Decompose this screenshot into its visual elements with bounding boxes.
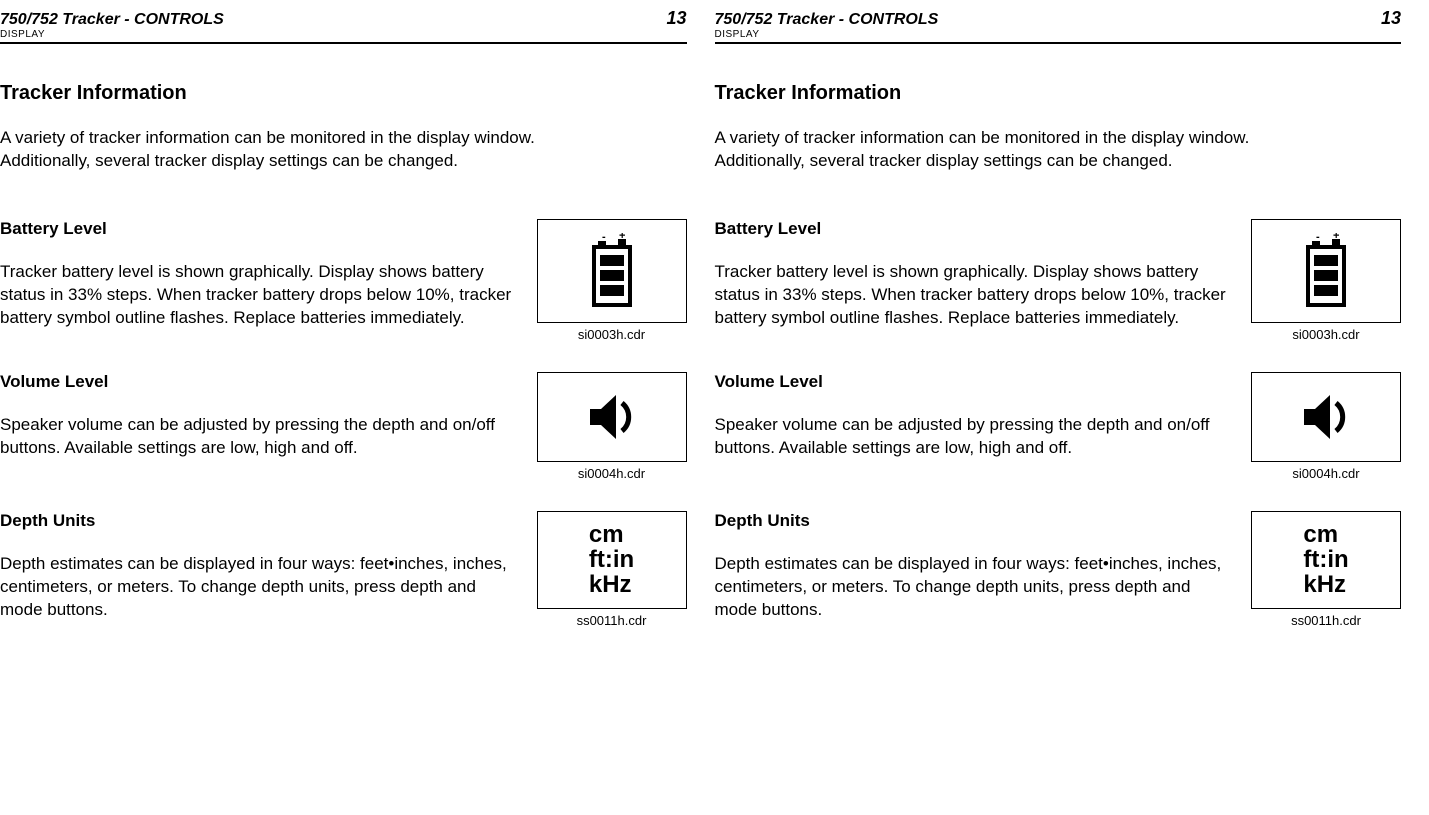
figure-volume: si0004h.cdr: [1251, 372, 1401, 481]
depth-line-0: cm: [589, 522, 634, 547]
section-battery-text: Battery Level Tracker battery level is s…: [715, 219, 1252, 330]
battery-icon: - +: [1299, 233, 1353, 309]
main-heading: Tracker Information: [0, 82, 687, 105]
battery-body: Tracker battery level is shown graphical…: [0, 261, 519, 330]
battery-icon-box: - +: [1251, 219, 1401, 323]
speaker-icon: [584, 387, 640, 447]
svg-text:+: +: [1333, 233, 1339, 242]
page-right: 750/752 Tracker - CONTROLS 13 DISPLAY Tr…: [715, 0, 1429, 815]
battery-caption: si0003h.cdr: [1251, 327, 1401, 342]
depth-caption: ss0011h.cdr: [537, 613, 687, 628]
depth-line-0: cm: [1303, 522, 1348, 547]
depth-line-2: kHz: [1303, 572, 1348, 597]
section-volume-text: Volume Level Speaker volume can be adjus…: [715, 372, 1252, 460]
battery-icon: - +: [585, 233, 639, 309]
battery-heading: Battery Level: [715, 219, 1234, 239]
svg-text:-: -: [602, 233, 606, 243]
battery-caption: si0003h.cdr: [537, 327, 687, 342]
page-number: 13: [666, 8, 686, 29]
section-depth-text: Depth Units Depth estimates can be displ…: [0, 511, 537, 622]
section-volume: Volume Level Speaker volume can be adjus…: [715, 372, 1402, 481]
battery-body: Tracker battery level is shown graphical…: [715, 261, 1234, 330]
section-depth-text: Depth Units Depth estimates can be displ…: [715, 511, 1252, 622]
page-left: 750/752 Tracker - CONTROLS 13 DISPLAY Tr…: [0, 0, 715, 815]
volume-heading: Volume Level: [715, 372, 1234, 392]
volume-caption: si0004h.cdr: [1251, 466, 1401, 481]
battery-heading: Battery Level: [0, 219, 519, 239]
depth-icon-box: cm ft:in kHz: [537, 511, 687, 609]
section-battery: Battery Level Tracker battery level is s…: [715, 219, 1402, 342]
page-header: 750/752 Tracker - CONTROLS 13: [0, 8, 687, 29]
section-battery: Battery Level Tracker battery level is s…: [0, 219, 687, 342]
volume-icon-box: [537, 372, 687, 462]
page-header: 750/752 Tracker - CONTROLS 13: [715, 8, 1402, 29]
intro-text: A variety of tracker information can be …: [0, 127, 560, 173]
section-depth: Depth Units Depth estimates can be displ…: [715, 511, 1402, 628]
depth-heading: Depth Units: [0, 511, 519, 531]
depth-body: Depth estimates can be displayed in four…: [715, 553, 1234, 622]
doc-title: 750/752 Tracker - CONTROLS: [715, 11, 939, 29]
depth-line-1: ft:in: [1303, 547, 1348, 572]
volume-body: Speaker volume can be adjusted by pressi…: [0, 414, 519, 460]
volume-heading: Volume Level: [0, 372, 519, 392]
doc-subtitle: DISPLAY: [715, 29, 1402, 40]
section-depth: Depth Units Depth estimates can be displ…: [0, 511, 687, 628]
volume-caption: si0004h.cdr: [537, 466, 687, 481]
battery-icon-box: - +: [537, 219, 687, 323]
figure-battery: - + si0003h.cdr: [537, 219, 687, 342]
figure-depth: cm ft:in kHz ss0011h.cdr: [537, 511, 687, 628]
depth-icon-box: cm ft:in kHz: [1251, 511, 1401, 609]
volume-icon-box: [1251, 372, 1401, 462]
doc-subtitle: DISPLAY: [0, 29, 687, 40]
section-volume-text: Volume Level Speaker volume can be adjus…: [0, 372, 537, 460]
volume-body: Speaker volume can be adjusted by pressi…: [715, 414, 1234, 460]
depth-heading: Depth Units: [715, 511, 1234, 531]
page-number: 13: [1381, 8, 1401, 29]
depth-line-2: kHz: [589, 572, 634, 597]
depth-units-icon: cm ft:in kHz: [1303, 522, 1348, 598]
doc-title: 750/752 Tracker - CONTROLS: [0, 11, 224, 29]
depth-line-1: ft:in: [589, 547, 634, 572]
main-heading: Tracker Information: [715, 82, 1402, 105]
intro-text: A variety of tracker information can be …: [715, 127, 1275, 173]
section-battery-text: Battery Level Tracker battery level is s…: [0, 219, 537, 330]
depth-body: Depth estimates can be displayed in four…: [0, 553, 519, 622]
speaker-icon: [1298, 387, 1354, 447]
svg-text:+: +: [619, 233, 625, 242]
figure-volume: si0004h.cdr: [537, 372, 687, 481]
depth-caption: ss0011h.cdr: [1251, 613, 1401, 628]
figure-battery: - + si0003h.cdr: [1251, 219, 1401, 342]
header-divider: [0, 42, 687, 44]
figure-depth: cm ft:in kHz ss0011h.cdr: [1251, 511, 1401, 628]
depth-units-icon: cm ft:in kHz: [589, 522, 634, 598]
header-divider: [715, 42, 1402, 44]
section-volume: Volume Level Speaker volume can be adjus…: [0, 372, 687, 481]
svg-text:-: -: [1316, 233, 1320, 243]
